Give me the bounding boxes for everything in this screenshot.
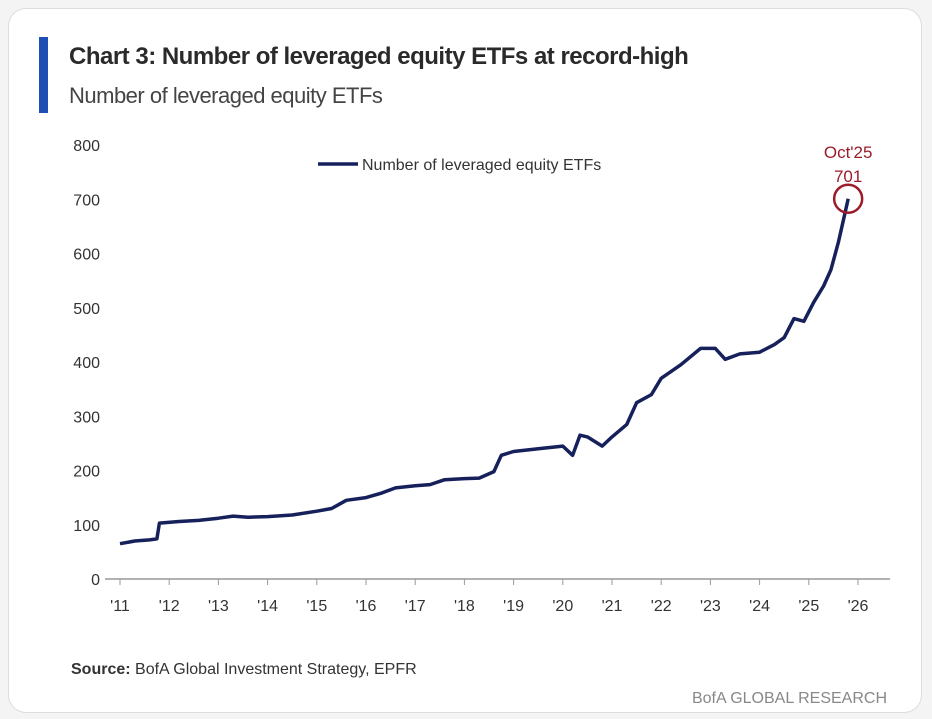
source-label: Source:: [71, 661, 131, 678]
source-note: Source: BofA Global Investment Strategy,…: [71, 661, 417, 679]
annotation-date: Oct'25: [824, 143, 873, 162]
chart-subtitle: Number of leveraged equity ETFs: [69, 83, 383, 108]
x-tick-label: '17: [405, 598, 426, 615]
x-tick-label: '12: [159, 598, 180, 615]
y-tick-label: 800: [73, 138, 100, 155]
x-tick-label: '21: [602, 598, 623, 615]
y-tick-label: 500: [73, 301, 100, 318]
x-tick-label: '14: [257, 598, 278, 615]
x-tick-label: '20: [552, 598, 573, 615]
x-tick-label: '19: [503, 598, 524, 615]
x-tick-label: '24: [749, 598, 770, 615]
legend-label: Number of leveraged equity ETFs: [362, 157, 601, 174]
x-tick-label: '18: [454, 598, 475, 615]
x-tick-label: '26: [848, 598, 869, 615]
brand-logo-text: BofA GLOBAL RESEARCH: [691, 690, 887, 707]
y-tick-label: 300: [73, 409, 100, 426]
x-tick-label: '13: [208, 598, 229, 615]
y-tick-label: 100: [73, 518, 100, 535]
chart-title: Chart 3: Number of leveraged equity ETFs…: [69, 43, 689, 70]
y-tick-label: 400: [73, 355, 100, 372]
annotation-circle: [832, 183, 864, 214]
series-line: [119, 198, 850, 546]
x-tick-label: '11: [110, 598, 130, 615]
y-tick-label: 200: [73, 464, 100, 481]
y-tick-label: 0: [91, 572, 100, 589]
x-tick-label: '22: [651, 598, 672, 615]
x-tick-label: '15: [306, 598, 327, 615]
chart-card: Chart 3: Number of leveraged equity ETFs…: [8, 8, 922, 713]
y-tick-label: 700: [73, 192, 100, 209]
source-text: BofA Global Investment Strategy, EPFR: [135, 661, 417, 678]
x-tick-label: '16: [356, 598, 377, 615]
annotation-value: 701: [834, 167, 862, 186]
y-tick-label: 600: [73, 247, 100, 264]
x-tick-label: '25: [798, 598, 819, 615]
title-accent-bar: [39, 37, 48, 113]
x-tick-label: '23: [700, 598, 721, 615]
